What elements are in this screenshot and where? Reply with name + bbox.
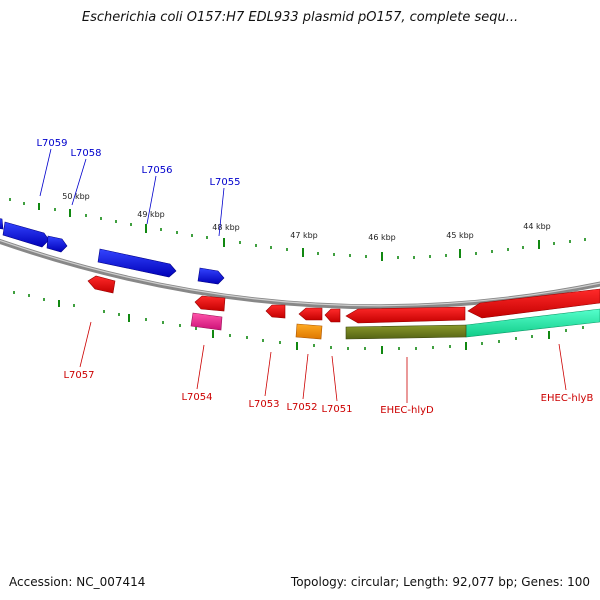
gene-L7058-b[interactable] <box>46 235 68 253</box>
gene-L7057[interactable] <box>87 275 116 294</box>
feature-olive-hlyD[interactable] <box>345 324 467 340</box>
scale-label-45kbp: 45 kbp <box>446 231 474 240</box>
scale-label-46kbp: 46 kbp <box>368 233 396 242</box>
gene-L7051[interactable] <box>324 308 341 323</box>
scale-label-48kbp: 48 kbp <box>212 223 240 232</box>
label-L7059[interactable]: L7059 <box>36 138 67 149</box>
label-EHEC-hlyB[interactable]: EHEC-hlyB <box>541 393 594 404</box>
gene-L7052[interactable] <box>298 307 323 321</box>
forward-label-lines <box>39 148 225 237</box>
label-L7056[interactable]: L7056 <box>141 165 172 176</box>
label-L7051[interactable]: L7051 <box>321 404 352 415</box>
gene-L7056[interactable] <box>97 248 177 278</box>
scale-labels: 50 kbp 49 kbp 48 kbp 47 kbp 46 kbp 45 kb… <box>62 192 551 242</box>
backbone-arc <box>0 238 600 310</box>
reverse-label-lines <box>79 321 567 403</box>
gene-L7053[interactable] <box>265 304 286 319</box>
topology-stats-text: Topology: circular; Length: 92,077 bp; G… <box>290 575 590 589</box>
label-L7055[interactable]: L7055 <box>209 177 240 188</box>
gene-L7054[interactable] <box>194 295 226 312</box>
gene-L7058-a[interactable] <box>2 221 50 248</box>
label-L7054[interactable]: L7054 <box>181 392 212 403</box>
gene-EHEC-hlyB[interactable] <box>467 288 600 319</box>
label-L7053[interactable]: L7053 <box>248 399 279 410</box>
gene-L7059[interactable] <box>0 218 4 230</box>
scale-label-47kbp: 47 kbp <box>290 231 318 240</box>
gene-EHEC-hlyD[interactable] <box>345 306 466 324</box>
gene-L7055[interactable] <box>197 267 225 285</box>
label-EHEC-hlyD[interactable]: EHEC-hlyD <box>380 405 434 416</box>
gene-orange[interactable] <box>295 323 323 340</box>
inner-tick-ring <box>13 291 584 354</box>
map-title: Escherichia coli O157:H7 EDL933 plasmid … <box>81 10 519 25</box>
scale-label-49kbp: 49 kbp <box>137 210 165 219</box>
label-L7058[interactable]: L7058 <box>70 148 101 159</box>
outer-tick-ring <box>9 198 586 261</box>
scale-label-44kbp: 44 kbp <box>523 222 551 231</box>
label-L7057[interactable]: L7057 <box>63 370 94 381</box>
gene-magenta[interactable] <box>190 312 223 331</box>
label-L7052[interactable]: L7052 <box>286 402 317 413</box>
scale-label-50kbp: 50 kbp <box>62 192 90 201</box>
accession-text: Accession: NC_007414 <box>9 575 146 589</box>
